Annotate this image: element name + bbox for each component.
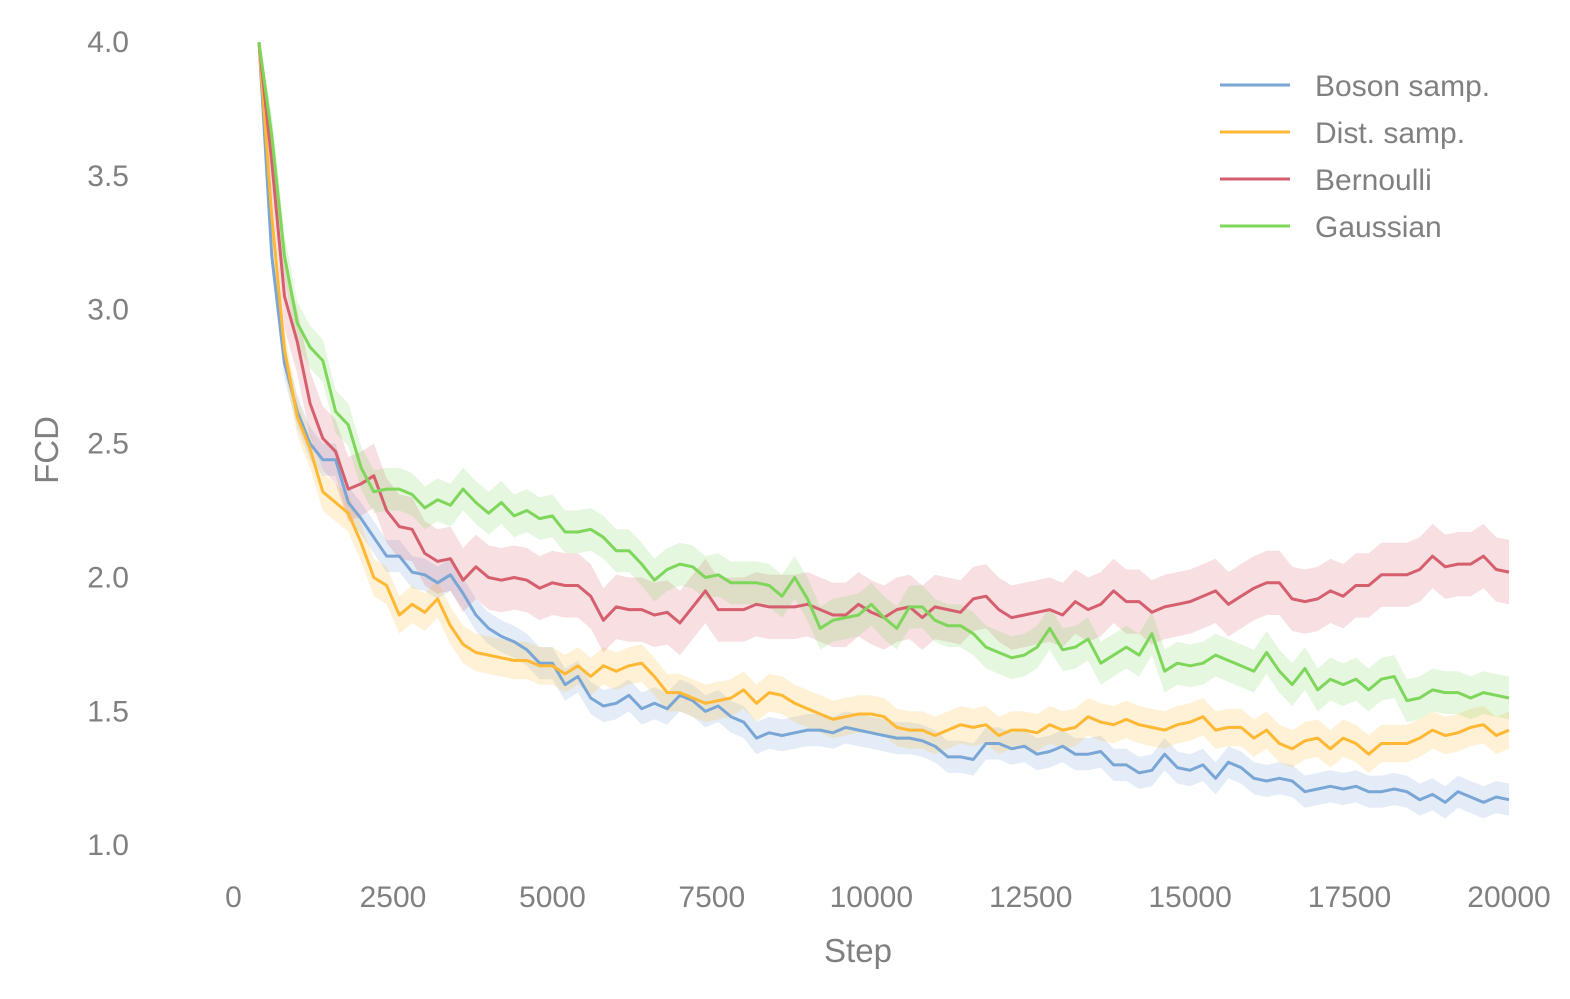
band-gaussian — [259, 42, 1509, 723]
y-axis-ticks: 1.0 1.5 2.0 2.5 3.0 3.5 4.0 — [87, 26, 129, 862]
x-tick-label: 2500 — [360, 881, 427, 914]
y-tick-label: 2.0 — [87, 562, 129, 595]
x-axis-ticks: 0 2500 5000 7500 10000 12500 15000 17500 20000 — [225, 881, 1551, 914]
y-tick-label: 4.0 — [87, 26, 129, 59]
legend-label-boson-samp: Boson samp. — [1315, 70, 1490, 103]
x-tick-label: 12500 — [989, 881, 1072, 914]
series-line-boson-samp — [257, 42, 1510, 804]
legend-label-gaussian: Gaussian — [1315, 211, 1442, 244]
y-tick-label: 2.5 — [87, 428, 129, 461]
x-tick-label: 10000 — [830, 881, 913, 914]
legend-label-dist-samp: Dist. samp. — [1315, 117, 1465, 150]
band-dist-samp — [259, 42, 1509, 773]
confidence-bands — [259, 42, 1509, 819]
x-tick-label: 0 — [225, 881, 242, 914]
x-tick-label: 7500 — [678, 881, 745, 914]
legend: Boson samp. Dist. samp. Bernoulli Gaussian — [1220, 70, 1490, 244]
x-tick-label: 17500 — [1308, 881, 1391, 914]
y-tick-label: 1.5 — [87, 695, 129, 728]
series-lines — [257, 42, 1510, 804]
x-tick-label: 15000 — [1148, 881, 1231, 914]
x-tick-label: 20000 — [1467, 881, 1550, 914]
y-tick-label: 3.0 — [87, 294, 129, 327]
y-axis-label: FCD — [28, 416, 65, 484]
legend-label-bernoulli: Bernoulli — [1315, 164, 1432, 197]
band-bernoulli — [259, 42, 1509, 656]
y-tick-label: 1.0 — [87, 829, 129, 862]
x-tick-label: 5000 — [519, 881, 586, 914]
x-axis-label: Step — [824, 932, 892, 969]
series-line-gaussian — [257, 42, 1510, 703]
series-line-dist-samp — [257, 42, 1510, 756]
y-tick-label: 3.5 — [87, 160, 129, 193]
